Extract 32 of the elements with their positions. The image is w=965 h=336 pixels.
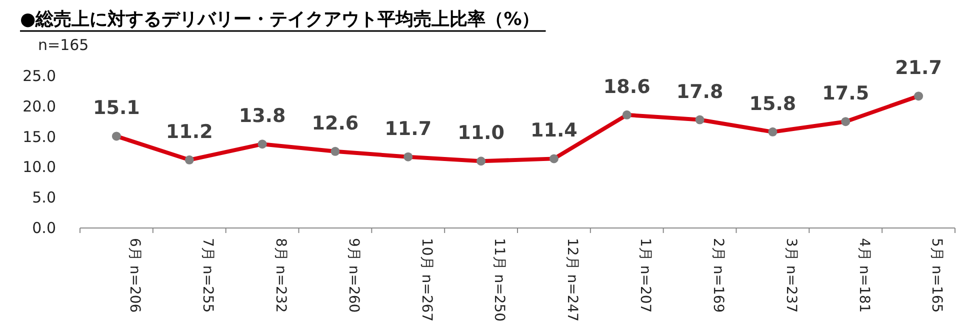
x-tick-label: 7月 n=255 <box>200 238 216 313</box>
data-label: 11.7 <box>384 118 432 140</box>
y-tick-label: 5.0 <box>32 188 56 207</box>
y-tick-label: 10.0 <box>22 158 56 176</box>
data-label: 15.8 <box>749 92 796 115</box>
x-tick-label: 2月 n=169 <box>710 238 726 313</box>
x-tick-label: 10月 n=267 <box>418 238 434 322</box>
y-tick-label: 0.0 <box>32 219 56 237</box>
x-tick-label: 6月 n=206 <box>126 238 143 313</box>
data-label: 17.8 <box>676 80 724 103</box>
x-tick-label: 11月 n=250 <box>491 238 508 322</box>
x-tick-label: 9月 n=260 <box>345 238 362 313</box>
data-label: 12.6 <box>312 112 359 134</box>
data-label: 11.2 <box>166 120 213 143</box>
data-label: 13.8 <box>238 105 286 128</box>
x-tick-label: 5月 n=165 <box>928 238 945 313</box>
chart-subtitle: n=165 <box>38 36 89 54</box>
x-tick-label: 4月 n=181 <box>856 238 872 313</box>
x-tick-label: 3月 n=237 <box>782 238 799 313</box>
x-tick-label: 1月 n=207 <box>637 238 654 313</box>
data-label: 11.4 <box>530 120 578 142</box>
x-tick-label: 8月 n=232 <box>272 238 288 313</box>
y-tick-label: 25.0 <box>22 67 56 85</box>
data-label: 21.7 <box>895 57 942 80</box>
data-label: 15.1 <box>93 97 140 120</box>
data-label: 11.0 <box>458 122 504 144</box>
y-tick-label: 20.0 <box>22 97 56 116</box>
y-tick-label: 15.0 <box>22 128 56 146</box>
data-label: 17.5 <box>822 82 870 105</box>
data-label: 18.6 <box>603 76 650 98</box>
x-tick-label: 12月 n=247 <box>564 238 580 322</box>
chart-title: ●総売上に対するデリバリー・テイクアウト平均売上比率（%） <box>20 9 540 30</box>
